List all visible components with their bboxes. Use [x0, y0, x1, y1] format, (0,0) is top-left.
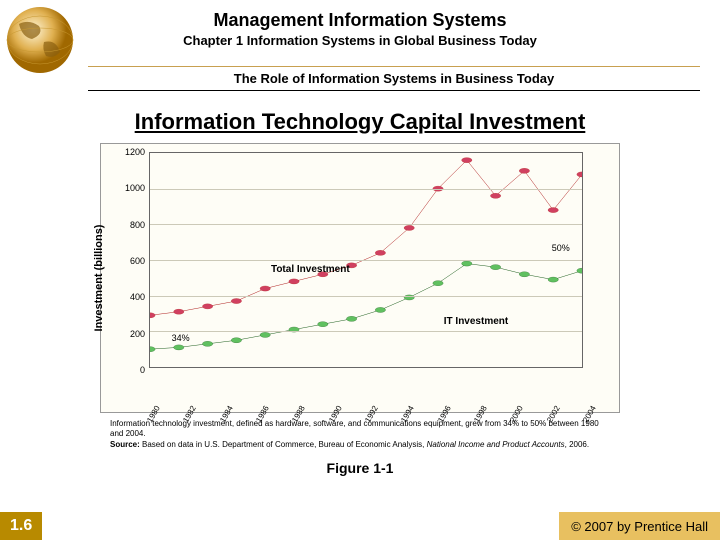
- y-axis-label: Investment (billions): [93, 225, 105, 332]
- role-heading: The Role of Information Systems in Busin…: [88, 66, 700, 91]
- footer: 1.6 © 2007 by Prentice Hall: [0, 512, 720, 540]
- percent-label: 34%: [172, 333, 190, 343]
- plot-area: Total Investment IT Investment 34% 50%: [149, 152, 583, 368]
- series-label: IT Investment: [444, 316, 508, 327]
- chart-container: Investment (billions) Total InvestmentIT…: [100, 143, 620, 413]
- caption-line1: Information technology investment, defin…: [110, 419, 599, 438]
- figure-caption: Information technology investment, defin…: [110, 419, 610, 450]
- caption-suffix: , 2006.: [565, 440, 589, 449]
- section-title: Information Technology Capital Investmen…: [0, 109, 720, 135]
- caption-line2: Based on data in U.S. Department of Comm…: [140, 440, 427, 449]
- caption-source-prefix: Source:: [110, 440, 140, 449]
- globe-icon: [4, 4, 76, 76]
- slide-title: Management Information Systems: [0, 10, 720, 31]
- series-label: Total Investment: [271, 264, 350, 275]
- caption-italic: National Income and Product Accounts: [427, 440, 565, 449]
- copyright: © 2007 by Prentice Hall: [559, 512, 720, 540]
- slide-number: 1.6: [0, 512, 42, 540]
- percent-label: 50%: [552, 243, 570, 253]
- chapter-line: Chapter 1 Information Systems in Global …: [0, 33, 720, 48]
- figure-number: Figure 1-1: [0, 460, 720, 476]
